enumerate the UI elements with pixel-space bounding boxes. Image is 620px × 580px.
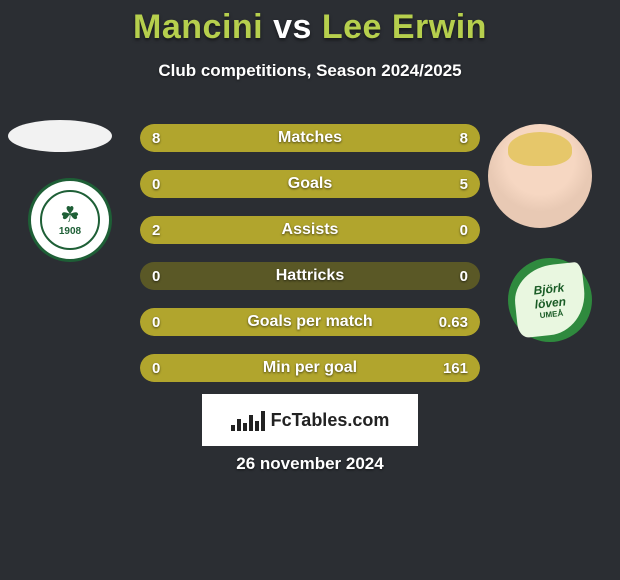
stat-row: 2 Assists 0 (140, 216, 480, 244)
stat-value-right: 0 (460, 268, 468, 285)
brand-bar (231, 425, 235, 431)
brand-bar (243, 423, 247, 431)
brand-text: FcTables.com (271, 410, 390, 431)
vs-text: vs (263, 8, 322, 46)
club-right-line3: UMEÅ (539, 308, 563, 319)
player-right-name: Lee Erwin (322, 8, 487, 46)
stat-label: Goals (288, 175, 332, 193)
brand-bars-icon (231, 409, 265, 431)
stat-value-right: 0 (460, 222, 468, 239)
player-left-name: Mancini (133, 8, 263, 46)
stat-value-left: 0 (152, 176, 160, 193)
stat-label: Hattricks (276, 267, 344, 285)
stat-label: Goals per match (247, 313, 372, 331)
stat-label: Min per goal (263, 359, 357, 377)
stat-value-left: 0 (152, 360, 160, 377)
stat-value-right: 0.63 (439, 314, 468, 331)
club-left-year: 1908 (59, 226, 81, 237)
club-left-badge: ☘ 1908 (28, 178, 112, 262)
stat-value-left: 0 (152, 314, 160, 331)
comparison-title: Mancini vs Lee Erwin (0, 0, 620, 47)
date-text: 26 november 2024 (0, 454, 620, 474)
stat-label: Assists (282, 221, 339, 239)
stat-value-right: 5 (460, 176, 468, 193)
subtitle: Club competitions, Season 2024/2025 (0, 61, 620, 81)
stat-value-left: 0 (152, 268, 160, 285)
stat-row: 8 Matches 8 (140, 124, 480, 152)
brand-bar (249, 415, 253, 431)
brand-bar (237, 419, 241, 431)
stat-row: 0 Hattricks 0 (140, 262, 480, 290)
club-right-badge: Björk löven UMEÅ (508, 258, 592, 342)
stat-row: 0 Goals 5 (140, 170, 480, 198)
stats-container: 8 Matches 8 0 Goals 5 2 Assists 0 0 Hattricks 0 0 Goa… (140, 124, 480, 400)
stat-value-left: 2 (152, 222, 160, 239)
stat-value-left: 8 (152, 130, 160, 147)
player-left-avatar (8, 120, 112, 152)
stat-value-right: 161 (443, 360, 468, 377)
stat-label: Matches (278, 129, 342, 147)
club-left-symbol: ☘ (60, 204, 80, 226)
player-right-avatar (488, 124, 592, 228)
stat-row: 0 Min per goal 161 (140, 354, 480, 382)
stat-value-right: 8 (460, 130, 468, 147)
brand-badge: FcTables.com (202, 394, 418, 446)
brand-bar (261, 411, 265, 431)
stat-row: 0 Goals per match 0.63 (140, 308, 480, 336)
brand-bar (255, 421, 259, 431)
